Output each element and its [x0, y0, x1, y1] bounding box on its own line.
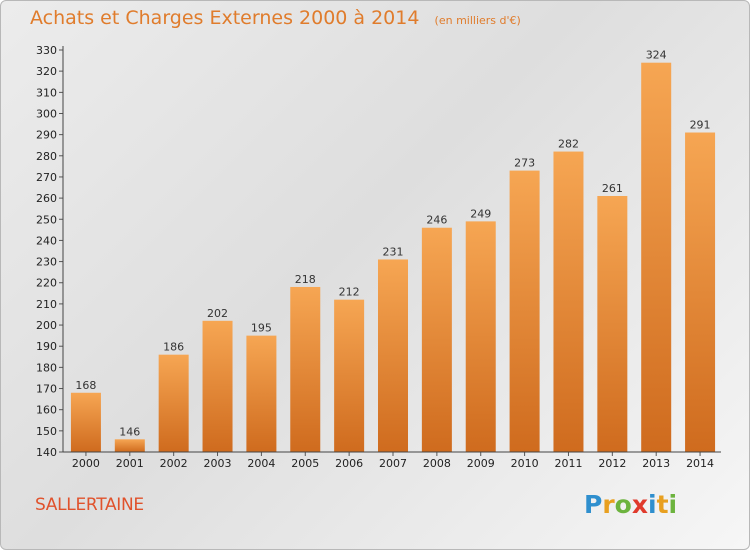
bar: [246, 335, 277, 452]
bar: [553, 151, 584, 452]
bar: [509, 170, 540, 452]
chart-subtitle: (en milliers d'€): [434, 14, 521, 27]
y-tick-label: 290: [36, 129, 57, 142]
x-tick-label: 2010: [511, 457, 539, 470]
y-tick-label: 180: [36, 361, 57, 374]
y-tick-label: 330: [36, 44, 57, 57]
y-tick-label: 150: [36, 425, 57, 438]
value-label: 186: [163, 341, 184, 354]
x-tick-label: 2002: [160, 457, 188, 470]
y-tick-label: 230: [36, 256, 57, 269]
value-label: 246: [426, 214, 447, 227]
y-tick-label: 280: [36, 150, 57, 163]
bar: [158, 354, 189, 452]
logo-letter: i: [668, 490, 678, 519]
value-label: 273: [514, 157, 535, 170]
x-tick-label: 2003: [204, 457, 232, 470]
x-tick-label: 2005: [291, 457, 319, 470]
value-label: 218: [295, 273, 316, 286]
value-label: 324: [646, 49, 667, 62]
y-tick-label: 320: [36, 65, 57, 78]
value-label: 146: [119, 425, 140, 438]
y-tick-label: 240: [36, 234, 57, 247]
chart-title: Achats et Charges Externes 2000 à 2014: [30, 7, 420, 29]
x-tick-label: 2008: [423, 457, 451, 470]
y-tick-label: 210: [36, 298, 57, 311]
y-tick-label: 270: [36, 171, 57, 184]
y-tick-label: 310: [36, 86, 57, 99]
bar: [465, 221, 496, 452]
bar: [202, 320, 233, 452]
proxiti-logo: Proxiti: [584, 490, 677, 519]
x-tick-label: 2000: [72, 457, 100, 470]
y-tick-label: 140: [36, 446, 57, 459]
commune-name: SALLERTAINE: [35, 495, 144, 515]
logo-letter: r: [602, 490, 615, 519]
x-tick-label: 2004: [247, 457, 275, 470]
y-tick-label: 190: [36, 340, 57, 353]
value-label: 195: [251, 322, 272, 335]
x-tick-label: 2011: [554, 457, 582, 470]
bar: [597, 195, 628, 452]
title-row: Achats et Charges Externes 2000 à 2014 (…: [30, 7, 521, 29]
value-label: 231: [383, 245, 404, 258]
bar: [641, 62, 672, 453]
value-label: 291: [690, 119, 711, 132]
bar: [685, 132, 716, 452]
bar: [114, 439, 145, 452]
y-tick-label: 260: [36, 192, 57, 205]
value-label: 212: [339, 286, 360, 299]
bar: [70, 392, 101, 452]
bar: [378, 259, 408, 452]
logo-letter: P: [584, 490, 603, 519]
y-tick-label: 160: [36, 404, 57, 417]
x-tick-label: 2001: [116, 457, 144, 470]
bar: [421, 227, 452, 452]
x-tick-label: 2006: [335, 457, 363, 470]
value-label: 249: [470, 207, 491, 220]
logo-letter: i: [648, 490, 657, 519]
x-tick-label: 2009: [467, 457, 495, 470]
y-tick-label: 300: [36, 107, 57, 120]
y-tick-label: 200: [36, 319, 57, 332]
x-tick-label: 2013: [642, 457, 670, 470]
value-label: 282: [558, 138, 579, 151]
y-tick-label: 250: [36, 213, 57, 226]
x-tick-label: 2007: [379, 457, 407, 470]
x-tick-label: 2014: [686, 457, 714, 470]
bar: [290, 286, 321, 452]
y-tick-label: 170: [36, 383, 57, 396]
value-label: 202: [207, 307, 228, 320]
value-label: 261: [602, 182, 623, 195]
logo-letter: o: [614, 490, 632, 519]
logo-letter: t: [656, 490, 669, 519]
bar: [334, 299, 365, 452]
value-label: 168: [75, 379, 96, 392]
y-tick-label: 220: [36, 277, 57, 290]
logo-letter: x: [631, 490, 648, 519]
x-tick-label: 2012: [598, 457, 626, 470]
